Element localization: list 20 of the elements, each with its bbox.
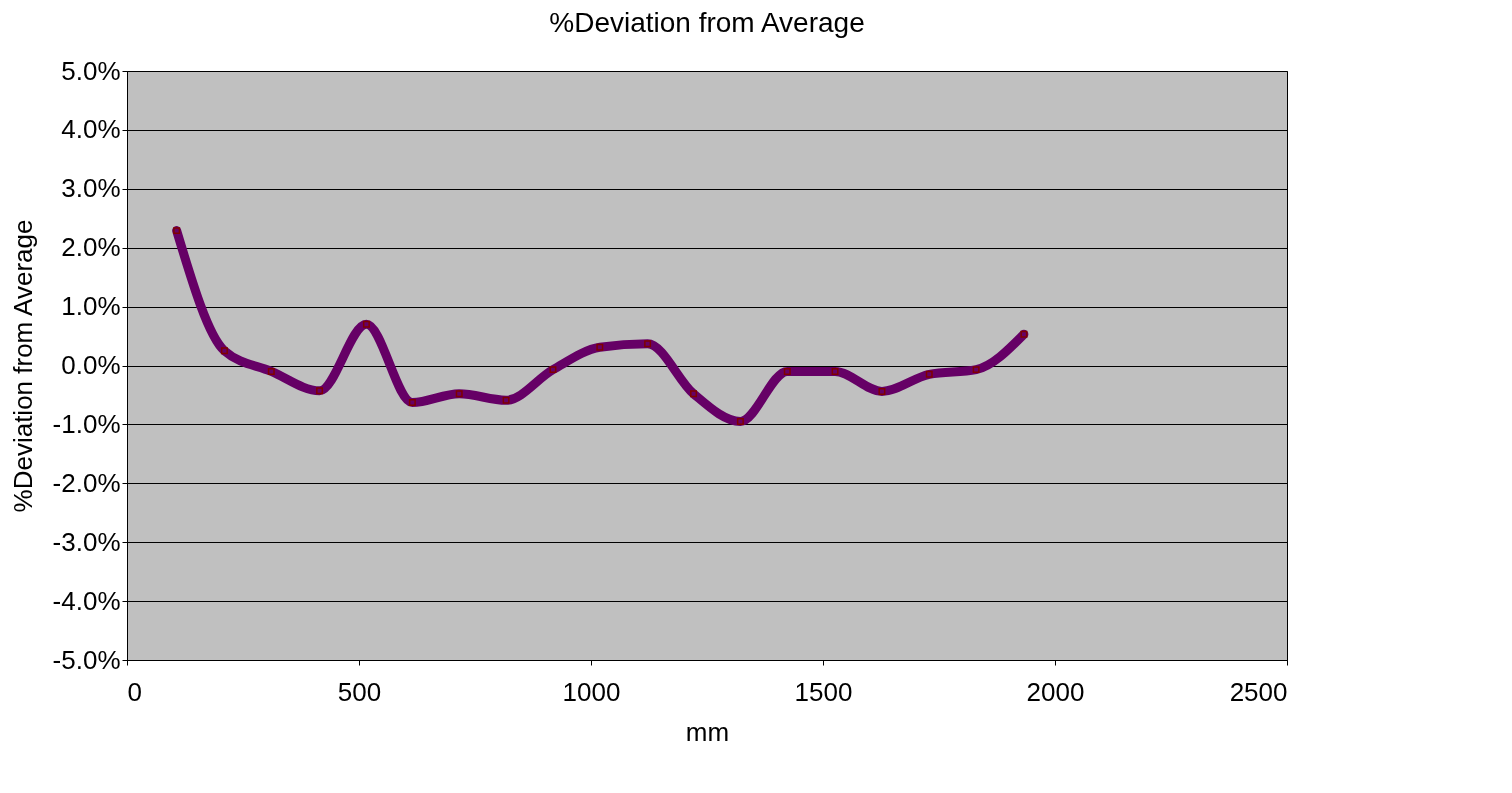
x-tick-label: 2000 <box>1026 676 1085 707</box>
x-tick-label: 500 <box>337 676 382 707</box>
y-tick-label: 2.0% <box>61 232 121 263</box>
y-axis-title: %Deviation from Average <box>7 219 38 513</box>
x-axis-title: mm <box>685 716 730 747</box>
y-tick-label: 1.0% <box>61 291 121 322</box>
y-tick-label: -3.0% <box>52 526 121 557</box>
y-tick-label: -5.0% <box>52 644 121 675</box>
x-tick-label: 1000 <box>562 676 621 707</box>
x-tick-label: 0 <box>127 676 142 707</box>
y-tick-label: -1.0% <box>52 408 121 439</box>
y-tick-label: 0.0% <box>61 350 121 380</box>
y-tick-label: 4.0% <box>61 114 121 145</box>
x-tick-label: 2500 <box>1229 676 1288 707</box>
y-tick-label: -2.0% <box>52 467 121 498</box>
y-tick-label: -4.0% <box>52 585 121 616</box>
x-tick-label: 1500 <box>794 676 853 707</box>
y-tick-label: 3.0% <box>61 173 121 204</box>
chart-title: %Deviation from Average <box>549 7 865 38</box>
y-tick-label: 5.0% <box>61 55 121 86</box>
